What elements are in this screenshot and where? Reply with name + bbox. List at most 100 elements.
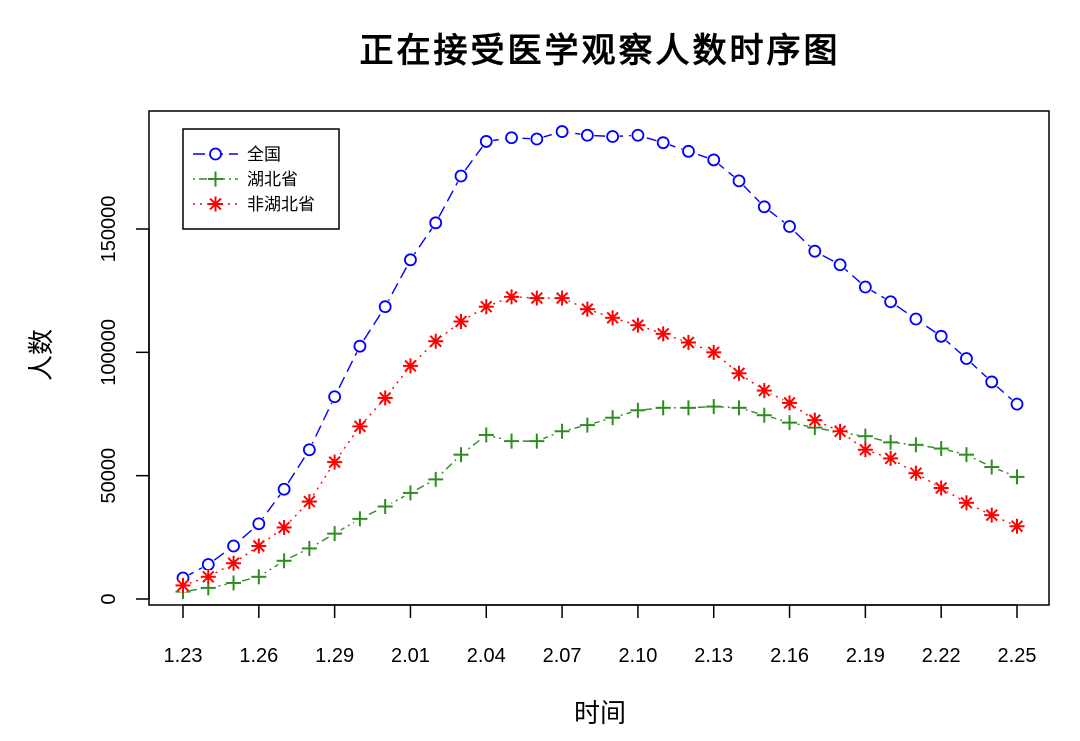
legend-marker bbox=[208, 171, 223, 187]
data-point bbox=[579, 417, 595, 433]
data-point bbox=[251, 569, 267, 585]
data-point bbox=[428, 471, 444, 487]
series-3 bbox=[175, 289, 1025, 593]
data-point bbox=[429, 216, 443, 230]
series-1 bbox=[176, 124, 1024, 586]
chart-title: 正在接受医学观察人数时序图 bbox=[360, 31, 841, 71]
data-point bbox=[732, 174, 746, 188]
data-point bbox=[655, 400, 671, 416]
data-point bbox=[554, 290, 570, 306]
data-point bbox=[227, 539, 240, 553]
data-point bbox=[301, 540, 317, 556]
data-point bbox=[478, 427, 494, 443]
y-axis-label: 人数 bbox=[27, 329, 57, 381]
data-point bbox=[428, 333, 444, 349]
data-point bbox=[707, 153, 721, 167]
data-point bbox=[378, 300, 392, 314]
series-layer bbox=[175, 124, 1025, 600]
legend-label: 全国 bbox=[247, 145, 281, 165]
x-tick-label: 1.29 bbox=[315, 645, 354, 667]
data-point bbox=[352, 511, 368, 527]
data-point bbox=[226, 575, 242, 591]
data-point bbox=[984, 459, 1000, 475]
data-point bbox=[504, 433, 520, 449]
data-point bbox=[958, 495, 974, 511]
data-point bbox=[605, 310, 621, 326]
data-point bbox=[958, 447, 974, 463]
series-line bbox=[182, 130, 1018, 579]
data-point bbox=[682, 144, 695, 158]
data-point bbox=[630, 317, 646, 333]
x-tick-label: 2.13 bbox=[694, 645, 733, 667]
data-point bbox=[680, 400, 696, 416]
data-point bbox=[1010, 397, 1024, 411]
x-axis-label: 时间 bbox=[574, 699, 626, 729]
series-line bbox=[182, 405, 1018, 593]
data-point bbox=[580, 128, 594, 142]
data-point bbox=[984, 507, 1000, 523]
data-point bbox=[302, 443, 316, 457]
x-tick-label: 1.26 bbox=[239, 645, 278, 667]
data-point bbox=[200, 569, 216, 585]
data-point bbox=[327, 526, 343, 542]
data-point bbox=[579, 301, 595, 317]
data-point bbox=[1009, 469, 1025, 485]
data-point bbox=[453, 314, 469, 329]
data-point bbox=[353, 339, 367, 353]
data-point bbox=[756, 407, 772, 423]
data-point bbox=[655, 326, 671, 342]
data-point bbox=[833, 258, 847, 272]
x-tick-label: 2.19 bbox=[846, 645, 885, 667]
data-point bbox=[706, 344, 722, 360]
data-point bbox=[808, 244, 822, 258]
data-point bbox=[807, 412, 823, 428]
data-point bbox=[883, 450, 899, 466]
data-point bbox=[857, 428, 873, 444]
data-point bbox=[175, 577, 191, 593]
legend-marker bbox=[209, 147, 222, 161]
data-point bbox=[933, 480, 949, 496]
y-axis: 0 50000 100000 150000 bbox=[98, 196, 150, 605]
data-point bbox=[909, 312, 923, 326]
data-point bbox=[782, 395, 798, 411]
data-point bbox=[277, 482, 291, 496]
data-point bbox=[630, 402, 646, 418]
data-point bbox=[529, 290, 545, 306]
data-point bbox=[276, 519, 292, 535]
data-point bbox=[505, 131, 518, 145]
data-point bbox=[631, 128, 645, 142]
data-point bbox=[555, 125, 569, 138]
x-tick-label: 2.07 bbox=[543, 645, 582, 667]
legend-marker bbox=[208, 196, 223, 212]
data-point bbox=[252, 517, 266, 531]
data-point bbox=[352, 418, 368, 434]
data-point bbox=[757, 200, 771, 214]
legend-label: 非湖北省 bbox=[247, 195, 315, 215]
data-point bbox=[479, 135, 493, 148]
data-point bbox=[858, 280, 872, 294]
series-line bbox=[182, 296, 1018, 587]
data-point bbox=[402, 358, 418, 374]
x-tick-label: 1.23 bbox=[164, 645, 203, 667]
data-point bbox=[301, 494, 317, 510]
data-point bbox=[276, 553, 292, 569]
data-point bbox=[832, 423, 848, 439]
data-point bbox=[960, 352, 973, 365]
x-tick-label: 2.22 bbox=[922, 645, 961, 667]
x-tick-label: 2.25 bbox=[998, 645, 1037, 667]
data-point bbox=[327, 454, 343, 470]
data-point bbox=[783, 220, 796, 233]
data-point bbox=[1009, 518, 1025, 534]
y-tick-label: 0 bbox=[98, 593, 120, 604]
data-point bbox=[478, 299, 494, 315]
x-tick-label: 2.10 bbox=[618, 645, 657, 667]
y-tick-label: 150000 bbox=[98, 196, 120, 263]
data-point bbox=[251, 538, 267, 554]
data-point bbox=[883, 434, 899, 450]
data-point bbox=[404, 253, 417, 267]
data-point bbox=[402, 485, 418, 501]
data-point bbox=[782, 415, 798, 431]
data-point bbox=[908, 465, 924, 481]
